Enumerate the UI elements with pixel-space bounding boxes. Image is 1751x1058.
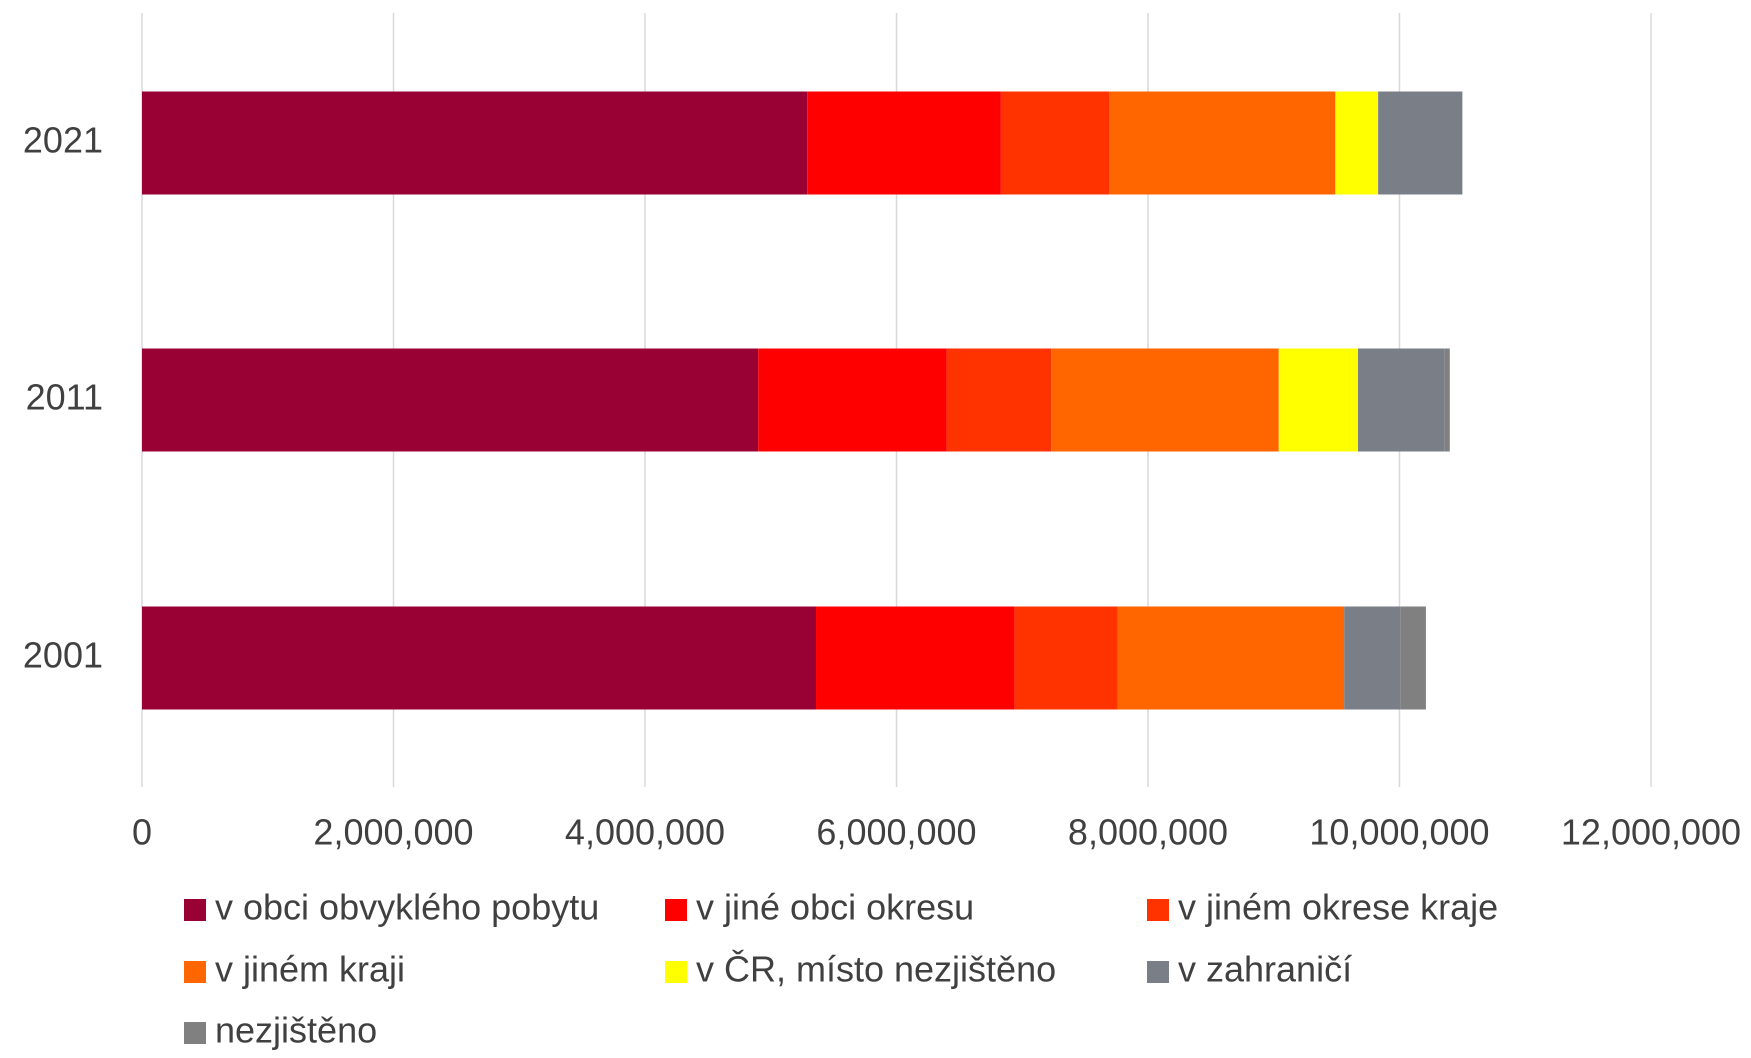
legend-swatch — [184, 1022, 206, 1044]
bar-segment — [1400, 606, 1426, 710]
legend-swatch — [184, 961, 206, 983]
y-tick-label: 2021 — [23, 120, 103, 161]
x-tick-label: 2,000,000 — [313, 812, 473, 853]
legend-label: v obci obvyklého pobytu — [215, 887, 599, 928]
y-tick-label: 2001 — [23, 635, 103, 676]
legend-label: v jiném kraji — [215, 949, 405, 990]
bar-segment — [1051, 348, 1279, 452]
bar-segment — [1109, 91, 1336, 195]
bar-segment — [1344, 606, 1401, 710]
legend-label: v jiném okrese kraje — [1178, 887, 1498, 928]
bar-segment — [1014, 606, 1118, 710]
bar-segment — [1378, 91, 1463, 195]
x-tick-label: 6,000,000 — [816, 812, 976, 853]
bar-segment — [1444, 348, 1450, 452]
y-tick-label: 2011 — [26, 377, 103, 418]
x-tick-label: 8,000,000 — [1068, 812, 1228, 853]
legend-label: nezjištěno — [215, 1010, 377, 1051]
bar-segment — [142, 348, 759, 452]
bar-segment — [816, 606, 1015, 710]
bar-segment — [946, 348, 1052, 452]
x-tick-label: 12,000,000 — [1561, 812, 1741, 853]
bar-segment — [1117, 606, 1345, 710]
legend-swatch — [184, 899, 206, 921]
legend-label: v zahraničí — [1178, 949, 1352, 990]
bar-segment — [807, 91, 1001, 195]
legend-label: v jiné obci okresu — [696, 887, 974, 928]
legend-swatch — [1147, 961, 1169, 983]
bar-segment — [758, 348, 947, 452]
bar-segment — [1358, 348, 1445, 452]
x-tick-label: 4,000,000 — [565, 812, 725, 853]
legend-swatch — [665, 961, 687, 983]
bar-segment — [1335, 91, 1379, 195]
legend-swatch — [665, 899, 687, 921]
bar-segment — [1278, 348, 1359, 452]
bar-segment — [142, 606, 817, 710]
x-tick-label: 10,000,000 — [1309, 812, 1489, 853]
bar-segment — [142, 91, 808, 195]
legend-swatch — [1147, 899, 1169, 921]
legend-label: v ČR, místo nezjištěno — [696, 949, 1056, 990]
x-tick-label: 0 — [132, 812, 152, 853]
bar-segment — [1000, 91, 1110, 195]
